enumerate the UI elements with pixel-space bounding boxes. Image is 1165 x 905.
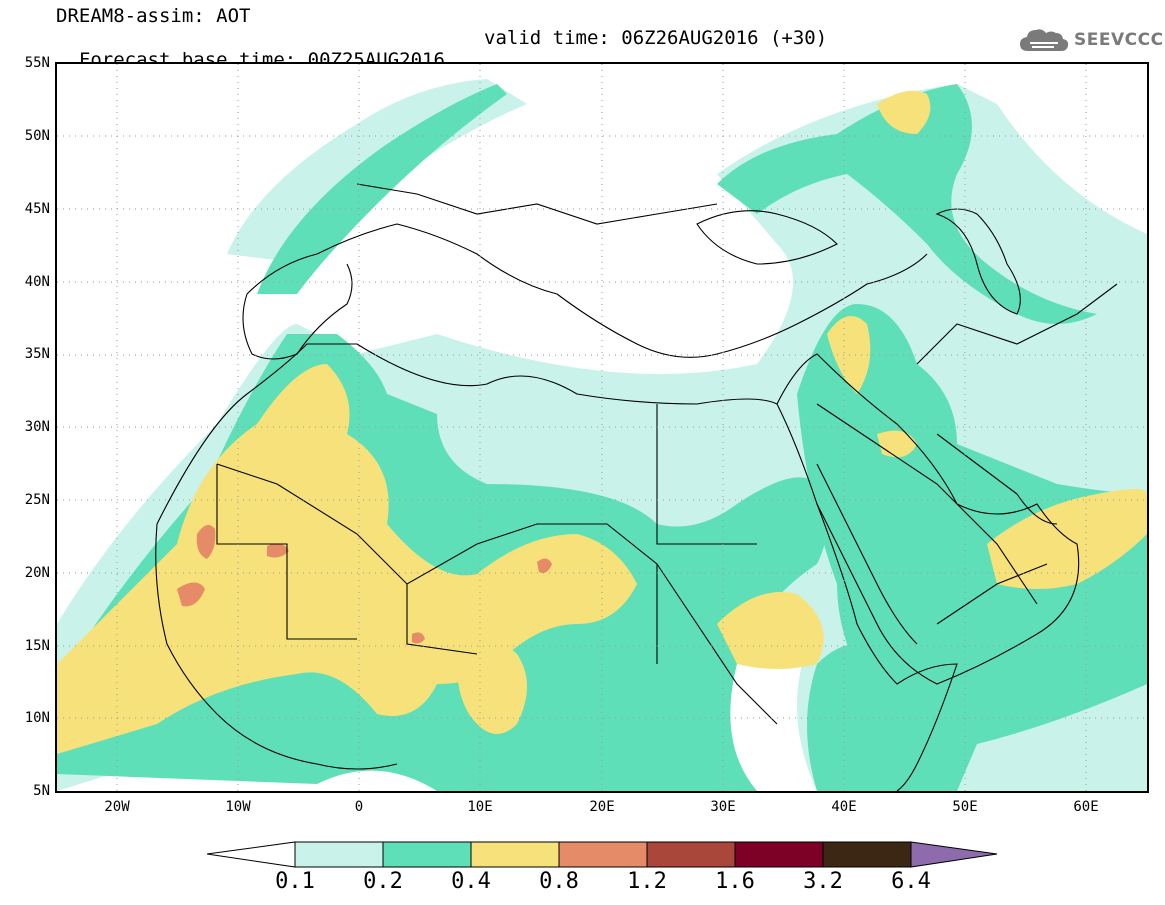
africa-coastline (156, 343, 958, 791)
lon-label-10w: 10W (225, 799, 251, 815)
valid-time-text: valid time: 06Z26AUG2016 (+30) (484, 27, 828, 49)
logo-text: SEEVCCC (1074, 30, 1164, 50)
aot-field (57, 79, 1147, 791)
seevccc-logo: SEEVCCC (1018, 26, 1164, 54)
red-sea-east (816, 463, 918, 645)
aot-region-yellow-oman (987, 489, 1147, 589)
lon-label-60e: 60E (1073, 799, 1099, 815)
colorbar-segments (206, 841, 998, 868)
aot-region-orange-1 (196, 525, 216, 559)
lon-label-10e: 10E (467, 799, 493, 815)
border-sudan-chad (656, 563, 778, 725)
colorbar-label-4: 1.2 (627, 869, 667, 894)
lat-label-15n: 15N (24, 638, 50, 654)
aot-map (57, 64, 1147, 791)
colorbar-bin-4 (646, 841, 736, 868)
colorbar-label-7: 6.4 (891, 869, 931, 894)
colorbar-label-0: 0.1 (275, 869, 315, 894)
colorbar-label-5: 1.6 (715, 869, 755, 894)
cloud-logo-icon (1020, 29, 1069, 51)
colorbar-bin-5 (734, 841, 824, 868)
aot-region-yellow-north (877, 90, 931, 134)
aot-region-green-caspian (717, 84, 1097, 324)
aot-region-green-channel (257, 84, 507, 294)
border-arabia-south (936, 563, 1048, 625)
iberia-coastline (242, 263, 353, 360)
africa-west-coast (155, 523, 398, 770)
lon-label-40e: 40E (831, 799, 857, 815)
persian-gulf (936, 433, 1058, 525)
lat-label-25n: 25N (24, 492, 50, 508)
colorbar-label-2: 0.4 (451, 869, 491, 894)
lat-label-55n: 55N (24, 55, 50, 71)
border-mauritania-mali (216, 464, 357, 640)
lon-label-0: 0 (354, 799, 364, 815)
lat-label-40n: 40N (24, 274, 50, 290)
aot-region-yellow-sudan (717, 592, 824, 669)
lat-label-45n: 45N (24, 201, 50, 217)
colorbar-arrow-high (910, 841, 998, 868)
border-algeria-niger (406, 584, 478, 655)
colorbar-bin-6 (822, 841, 912, 868)
colorbar-arrow-low (206, 841, 296, 868)
colorbar-bin-3 (558, 841, 648, 868)
lat-label-5n: 5N (33, 783, 50, 799)
lat-label-10n: 10N (24, 710, 50, 726)
black-sea-coastline (696, 210, 838, 265)
colorbar-bin-0 (294, 841, 384, 868)
lat-label-50n: 50N (24, 128, 50, 144)
border-arabia (816, 403, 1038, 605)
lon-label-30e: 30E (710, 799, 736, 815)
colorbar-label-3: 0.8 (539, 869, 579, 894)
border-europe (356, 183, 718, 225)
colorbar-label-6: 3.2 (803, 869, 843, 894)
arabia-coastline (776, 353, 1080, 685)
coastlines-borders (155, 183, 1118, 791)
lat-label-20n: 20N (24, 565, 50, 581)
colorbar-bin-2 (470, 841, 560, 868)
map-panel (55, 62, 1149, 793)
europe-coastline (246, 223, 928, 358)
border-libya-egypt (656, 404, 757, 545)
caspian-coastline (935, 208, 1021, 315)
chart-title: DREAM8-assim: AOT (56, 5, 251, 27)
aot-region-orange-2 (177, 582, 205, 607)
colorbar (206, 841, 998, 868)
border-iran (916, 283, 1118, 365)
lon-label-20w: 20W (104, 799, 130, 815)
border-sahel (216, 463, 658, 664)
lat-label-30n: 30N (24, 419, 50, 435)
aot-region-orange-3 (267, 543, 289, 558)
lat-label-35n: 35N (24, 346, 50, 362)
aot-region-yellow-chad (457, 646, 527, 734)
aot-region-orange-4 (537, 558, 552, 573)
lon-label-20e: 20E (589, 799, 615, 815)
aot-region-orange-5 (412, 632, 425, 644)
lon-label-50e: 50E (952, 799, 978, 815)
colorbar-label-1: 0.2 (363, 869, 403, 894)
aot-region-yellow-iraq (827, 316, 871, 394)
colorbar-bin-1 (382, 841, 472, 868)
